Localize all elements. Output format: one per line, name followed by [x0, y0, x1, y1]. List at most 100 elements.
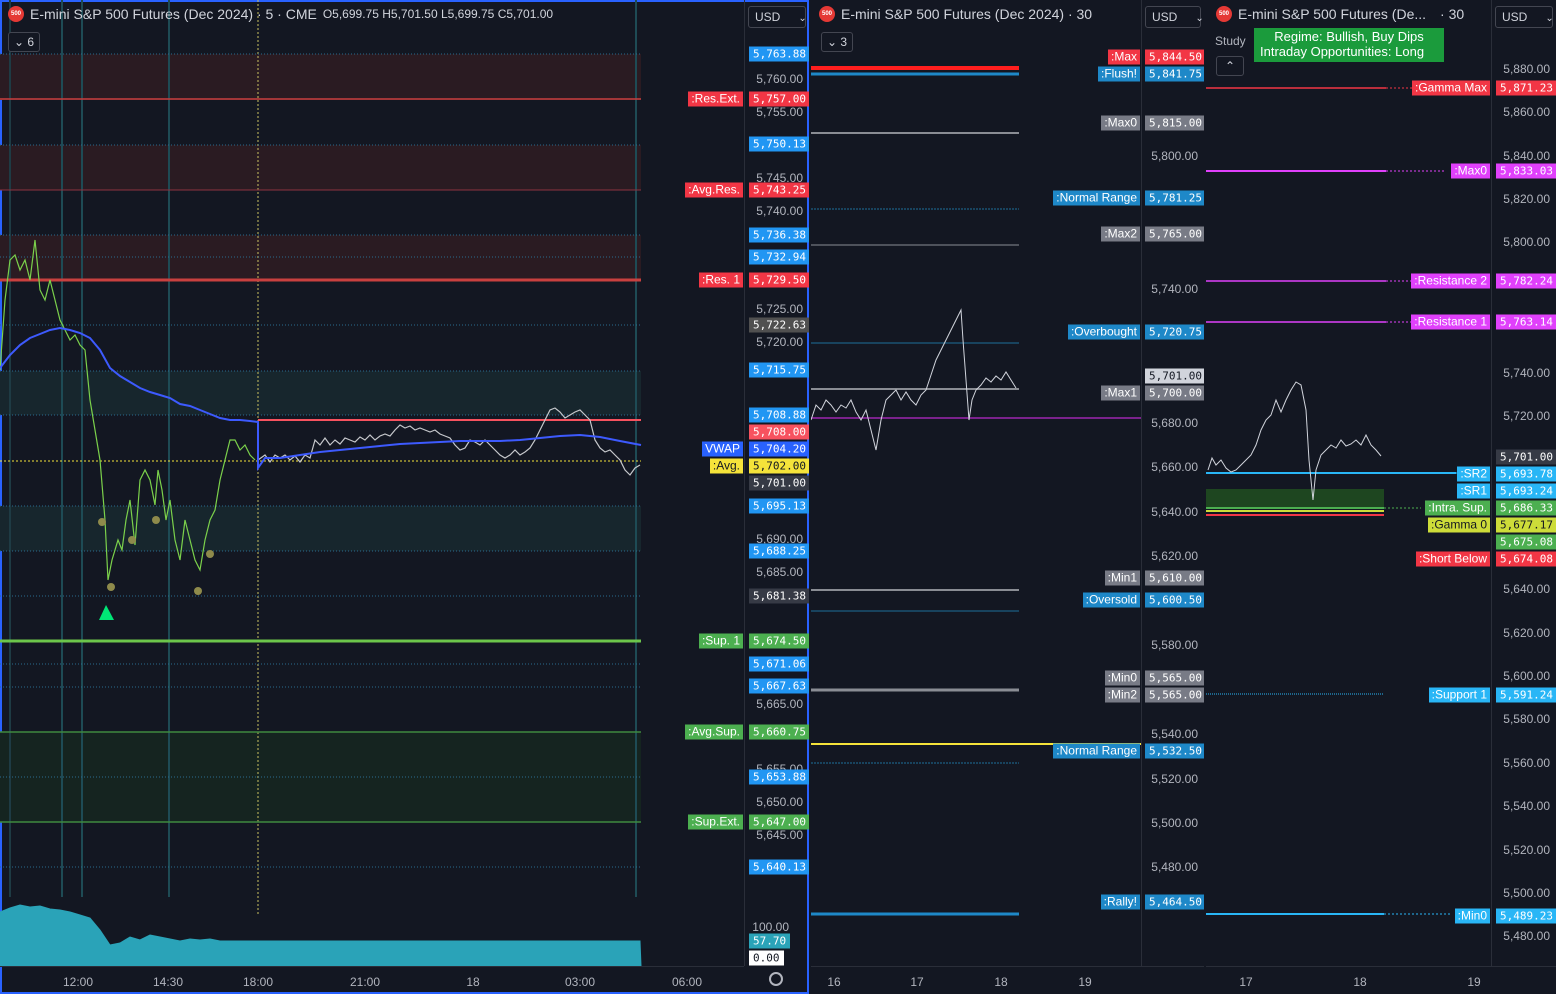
level-price-tag: 5,757.00: [749, 91, 809, 107]
level-label: :Avg.Res.: [685, 182, 743, 198]
currency-select[interactable]: USD ⌄: [748, 6, 807, 28]
level-price-tag: 5,708.00: [749, 424, 809, 440]
chart-settings-gear-icon[interactable]: [769, 972, 783, 986]
price-tick: 5,620.00: [1151, 549, 1198, 564]
chart-title: E-mini S&P 500 Futures (Dec 2024) · 30: [841, 6, 1093, 22]
currency-select[interactable]: USD ⌄: [1495, 6, 1554, 28]
time-tick: 14:30: [152, 975, 184, 989]
level-price-tag: 5,565.00: [1145, 670, 1204, 686]
volume-zero-tag: 0.00: [749, 950, 784, 966]
level-label: :Min2: [1104, 687, 1140, 703]
ohlc-high: H5,701.50: [382, 7, 438, 21]
indicators-toggle-button[interactable]: ⌄ 6: [8, 32, 41, 52]
level-price-tag: 5,720.75: [1145, 324, 1204, 340]
level-label: VWAP: [702, 441, 743, 457]
level-price-tag: 5,647.00: [749, 814, 809, 830]
price-tick: 5,640.00: [1503, 582, 1550, 597]
study-label: Study: [1215, 34, 1246, 48]
price-tick: 5,540.00: [1503, 799, 1550, 814]
chevron-up-icon: ⌃: [1224, 59, 1236, 73]
level-price-tag: 5,708.88: [749, 407, 809, 423]
level-label: :Min0: [1104, 670, 1140, 686]
level-label: :Intra. Sup.: [1425, 500, 1490, 516]
chart-title: E-mini S&P 500 Futures (De...: [1238, 6, 1427, 22]
level-price-tag: 5,532.50: [1145, 743, 1204, 759]
level-price-tag: 5,674.08: [1496, 551, 1556, 567]
level-price-tag: 5,763.88: [749, 46, 809, 62]
currency-label: USD: [1152, 10, 1178, 24]
price-tick: 5,745.00: [756, 171, 803, 186]
indicators-toggle-button[interactable]: ⌄ 3: [821, 32, 854, 52]
level-label: :SR2: [1457, 466, 1490, 482]
intraday-text: Intraday Opportunities: Long: [1260, 44, 1425, 59]
volume-current-tag: 57.70: [749, 933, 791, 949]
time-tick: 19: [1467, 975, 1481, 989]
level-label: :Avg.Sup.: [685, 724, 743, 740]
price-tick: 5,690.00: [756, 532, 803, 547]
level-price-tag: 5,671.06: [749, 656, 809, 672]
price-axis[interactable]: USD ⌄ 5,760.00 5,755.00 5,745.00 5,740.00 5,7…: [744, 0, 809, 966]
price-tick: 5,740.00: [756, 203, 803, 218]
level-price-tag: 5,729.50: [749, 272, 809, 288]
level-label: :Avg.: [709, 458, 743, 474]
level-price-tag: 5,695.13: [749, 498, 809, 514]
level-label: :Min1: [1104, 570, 1140, 586]
price-tick: 5,650.00: [756, 795, 803, 810]
price-tick: 5,760.00: [756, 72, 803, 87]
price-tick: 5,840.00: [1503, 148, 1550, 163]
symbol-header[interactable]: 500 E-mini S&P 500 Futures (Dec 2024) · …: [819, 6, 1092, 22]
chart-pane-30min-gamma[interactable]: 500 E-mini S&P 500 Futures (De... · 30 S…: [1206, 0, 1556, 994]
price-tick: 5,860.00: [1503, 105, 1550, 120]
price-plot-area[interactable]: [811, 0, 1141, 966]
collapse-button[interactable]: ⌃: [1216, 56, 1244, 76]
price-axis[interactable]: USD ⌄ 5,800.00 5,740.00 5,680.00 5,660.00 5,6…: [1141, 0, 1204, 966]
chevron-down-icon: ⌄: [1195, 13, 1204, 24]
time-tick: 18: [994, 975, 1008, 989]
chart-pane-30min[interactable]: 500 E-mini S&P 500 Futures (Dec 2024) · …: [811, 0, 1204, 994]
level-price-tag: 5,781.25: [1145, 190, 1204, 206]
level-label: :SR1: [1457, 483, 1490, 499]
time-tick: 18:00: [242, 975, 274, 989]
price-plot-area[interactable]: [1206, 0, 1491, 966]
price-tick: 5,500.00: [1503, 885, 1550, 900]
level-label: :Max2: [1101, 226, 1140, 242]
level-label: :Short Below: [1415, 551, 1490, 567]
price-plot-area[interactable]: [0, 0, 744, 966]
price-tick: 5,755.00: [756, 105, 803, 120]
time-tick: 12:00: [62, 975, 94, 989]
level-price-tag: 5,844.50: [1145, 49, 1204, 65]
time-axis[interactable]: 16 17 18 19: [811, 966, 1204, 994]
level-price-tag: 5,701.00: [1496, 449, 1556, 465]
regime-text: Regime: Bullish, Buy Dips: [1274, 29, 1424, 44]
symbol-header[interactable]: 500 E-mini S&P 500 Futures (De... · 30: [1216, 6, 1464, 22]
time-tick: 17: [1239, 975, 1253, 989]
currency-label: USD: [1502, 10, 1528, 24]
level-label: :Max0: [1101, 115, 1140, 131]
price-axis[interactable]: USD ⌄ 5,880.00 5,860.00 5,840.00 5,820.00 5,8…: [1491, 0, 1556, 966]
ohlc-low: L5,699.75: [440, 7, 495, 21]
level-label: :Max: [1107, 49, 1140, 65]
price-tick: 5,800.00: [1503, 235, 1550, 250]
chart-pane-5min[interactable]: 500 E-mini S&P 500 Futures (Dec 2024) · …: [0, 0, 809, 994]
currency-select[interactable]: USD ⌄: [1145, 6, 1204, 28]
level-price-tag: 5,591.24: [1496, 687, 1556, 703]
level-price-tag: 5,702.00: [749, 458, 809, 474]
price-tick: 5,660.00: [1151, 460, 1198, 475]
level-label: :Overbought: [1067, 324, 1140, 340]
price-tick: 5,520.00: [1503, 842, 1550, 857]
level-label: :Sup.Ext.: [688, 814, 743, 830]
price-tick: 5,725.00: [756, 302, 803, 317]
price-tick: 5,720.00: [1503, 408, 1550, 423]
time-tick: 21:00: [349, 975, 381, 989]
level-price-tag: 5,833.03: [1496, 163, 1556, 179]
level-label: :Flush!: [1097, 66, 1140, 82]
price-tick: 5,600.00: [1503, 669, 1550, 684]
indicator-count: 6: [27, 35, 35, 49]
level-label: :Res.Ext.: [688, 91, 743, 107]
symbol-header[interactable]: 500 E-mini S&P 500 Futures (Dec 2024) · …: [8, 6, 553, 22]
time-tick: 18: [466, 975, 480, 989]
regime-banner: Regime: Bullish, Buy Dips Intraday Oppor…: [1254, 28, 1444, 62]
price-tick: 5,820.00: [1503, 192, 1550, 207]
time-axis[interactable]: 17 18 19: [1206, 966, 1556, 994]
time-axis[interactable]: 12:00 14:30 18:00 21:00 18 03:00 06:00: [0, 966, 744, 994]
